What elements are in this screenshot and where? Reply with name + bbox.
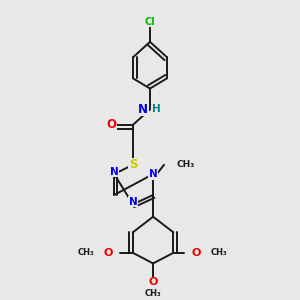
Text: CH₃: CH₃ [77,248,94,257]
Text: O: O [106,118,116,131]
Text: N: N [128,197,137,207]
Text: O: O [103,248,113,258]
Text: N: N [149,169,158,179]
Text: N: N [110,167,118,177]
Text: CH₃: CH₃ [176,160,195,169]
Text: O: O [192,248,201,258]
Text: CH₃: CH₃ [145,289,161,298]
Text: Cl: Cl [145,16,155,27]
Text: H: H [152,104,161,114]
Text: S: S [129,158,137,171]
Text: O: O [148,277,158,287]
Text: N: N [138,103,148,116]
Text: CH₃: CH₃ [211,248,227,257]
